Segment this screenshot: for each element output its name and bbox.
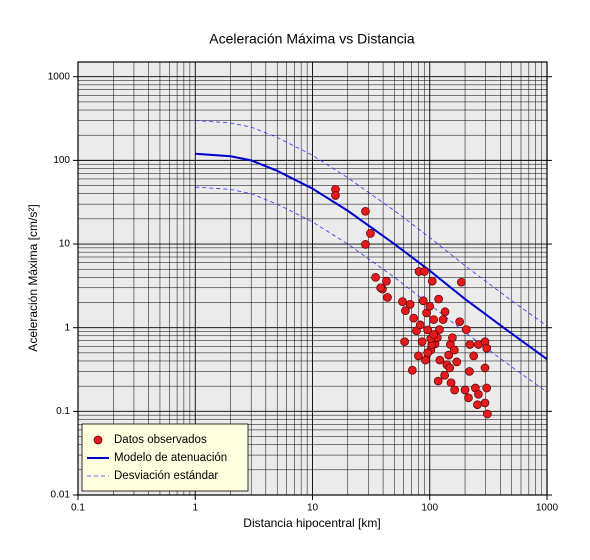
- data-point: [401, 306, 410, 315]
- y-tick-label: 10: [59, 239, 71, 250]
- x-axis-label: Distancia hipocentral [km]: [243, 516, 380, 530]
- data-point: [398, 297, 407, 306]
- data-point: [382, 276, 391, 286]
- data-point: [427, 276, 437, 286]
- data-point: [483, 409, 492, 419]
- legend-box: [81, 423, 249, 492]
- data-point: [440, 370, 450, 380]
- x-tick-label: 1: [192, 503, 198, 514]
- line: [195, 120, 548, 327]
- data-point: [461, 325, 471, 334]
- data-point: [361, 240, 370, 249]
- x-tick-label: 0.1: [71, 503, 85, 514]
- data-point: [448, 333, 457, 343]
- x-tick-label: 100: [421, 503, 438, 514]
- data-point: [444, 350, 454, 360]
- y-axis-label: Aceleración Máxima [cm/s²]: [26, 204, 40, 351]
- data-point: [440, 307, 450, 317]
- data-point: [465, 367, 474, 376]
- data-point: [449, 345, 459, 355]
- data-point: [435, 355, 445, 365]
- data-point: [405, 300, 415, 309]
- marks: [195, 120, 548, 419]
- data-point: [366, 229, 375, 238]
- data-point: [473, 400, 482, 410]
- data-point: [438, 315, 448, 324]
- data-point: [414, 351, 423, 361]
- data-point: [429, 315, 439, 324]
- data-point: [407, 365, 417, 375]
- y-tick-label: 1000: [48, 71, 71, 82]
- data-point: [425, 301, 435, 311]
- legend-symbol: [93, 435, 103, 445]
- y-tick-label: 0.01: [51, 490, 71, 501]
- data-point: [400, 337, 409, 347]
- data-point: [452, 357, 462, 367]
- data-point: [361, 206, 370, 216]
- data-point: [460, 385, 470, 395]
- data-point: [371, 272, 380, 282]
- data-point: [480, 398, 490, 408]
- data-point: [465, 340, 475, 349]
- data-point: [423, 348, 433, 358]
- legend-label: Desviación estándar: [114, 470, 218, 482]
- x-tick-label: 1000: [536, 503, 559, 514]
- data-point: [433, 376, 443, 386]
- data-point: [435, 325, 444, 334]
- y-tick-label: 1: [64, 322, 70, 333]
- data-point: [464, 393, 473, 403]
- data-point: [434, 294, 443, 304]
- chart-title: Aceleración Máxima vs Distancia: [209, 31, 415, 47]
- data-point: [480, 363, 490, 373]
- data-point: [469, 351, 479, 361]
- legend-label: Datos observados: [114, 434, 207, 446]
- data-point: [423, 325, 433, 335]
- data-point: [445, 363, 455, 373]
- data-point: [474, 389, 483, 399]
- data-point: [420, 267, 429, 276]
- legend: Datos observados Modelo de atenuación Desv…: [81, 423, 249, 492]
- data-point: [457, 277, 466, 287]
- data-point: [482, 383, 492, 393]
- y-tick-label: 100: [53, 155, 70, 166]
- x-tick-label: 10: [307, 503, 319, 514]
- data-point: [409, 313, 419, 323]
- data-point: [415, 320, 425, 330]
- plot-frame: [77, 61, 548, 496]
- data-point: [455, 317, 465, 327]
- y-tick-label: 0.1: [56, 406, 70, 417]
- data-point: [450, 385, 459, 395]
- data-point: [417, 337, 427, 347]
- data-point: [446, 378, 456, 388]
- data-point: [429, 330, 439, 339]
- line: [195, 152, 548, 361]
- data-point: [421, 355, 430, 365]
- legend-label: Modelo de atenuación: [114, 452, 227, 464]
- data-point: [482, 343, 492, 353]
- data-point: [383, 293, 392, 302]
- data-point: [418, 296, 428, 306]
- data-point: [331, 191, 340, 200]
- data-point: [376, 283, 385, 293]
